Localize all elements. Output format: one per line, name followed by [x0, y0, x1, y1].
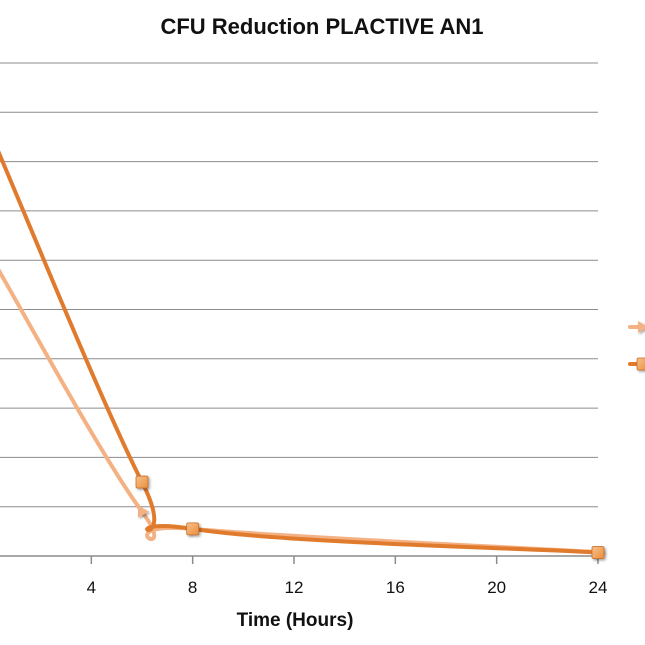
series-line-1 — [0, 268, 600, 555]
series-layer — [0, 150, 605, 559]
x-tick-label: 8 — [188, 578, 197, 597]
data-point-square — [186, 522, 200, 536]
gridlines — [0, 62, 598, 508]
x-tick-label: 24 — [589, 578, 608, 597]
data-point-triangle — [138, 505, 149, 518]
legend-marker-square — [636, 357, 645, 371]
axes: 4 8 12 16 20 24 — [0, 555, 608, 597]
chart-title: CFU Reduction PLACTIVE AN1 — [160, 14, 483, 39]
x-tick-label: 20 — [487, 578, 506, 597]
data-point-square — [135, 475, 149, 489]
series-line-2 — [0, 150, 600, 555]
data-point-square — [591, 546, 605, 559]
x-tick-label: 12 — [285, 578, 304, 597]
x-tick-label: 16 — [386, 578, 405, 597]
x-axis-title: Time (Hours) — [237, 610, 354, 631]
x-tick-label: 4 — [87, 578, 96, 597]
legend-marker-triangle — [638, 321, 645, 333]
legend — [628, 321, 645, 371]
